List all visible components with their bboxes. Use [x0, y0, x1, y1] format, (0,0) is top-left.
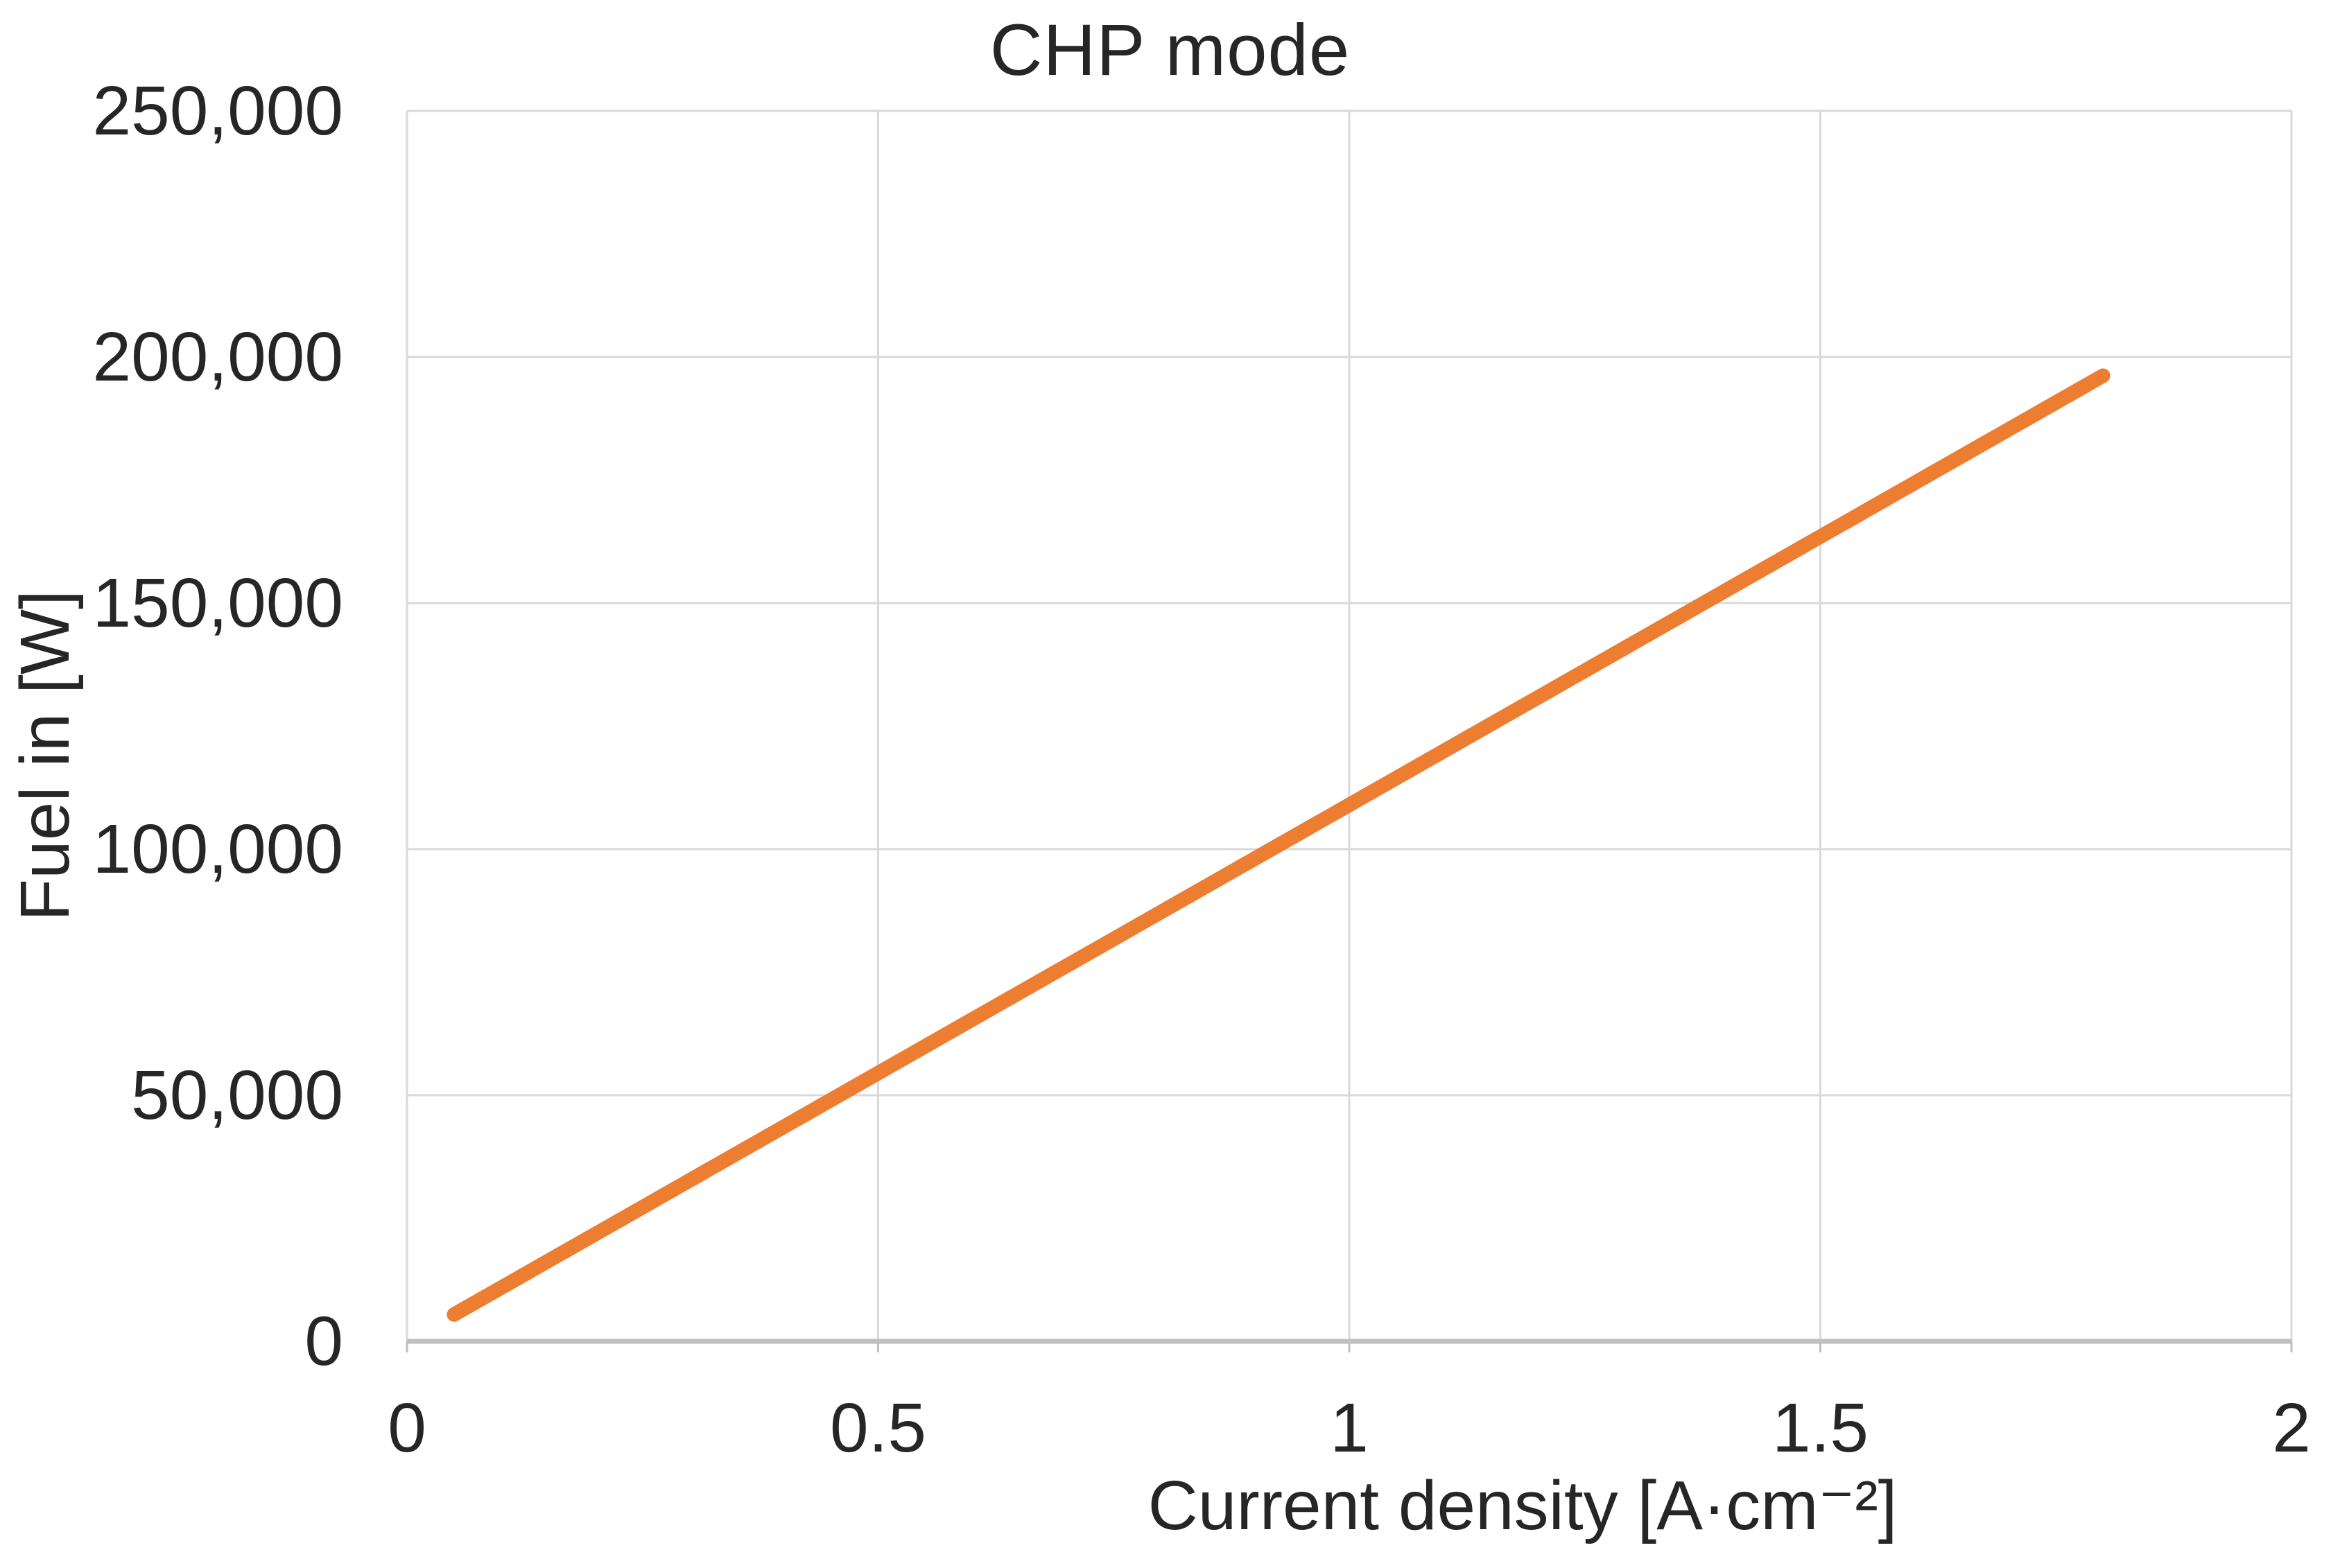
y-tick-label: 100,000 — [92, 810, 343, 888]
x-tick-label: 2 — [2272, 1389, 2311, 1467]
y-tick-label: 200,000 — [92, 318, 343, 396]
x-axis-title: Current density [A·cm⁻²] — [1147, 1467, 1898, 1544]
series-line — [447, 368, 2111, 1322]
y-tick-label: 0 — [304, 1303, 343, 1380]
y-tick-label: 50,000 — [131, 1056, 343, 1134]
x-tick-label: 1 — [1330, 1389, 1369, 1467]
x-tick-label: 0 — [388, 1389, 426, 1467]
y-tick-label: 150,000 — [92, 564, 343, 642]
x-tick-label: 1.5 — [1771, 1389, 1869, 1467]
chart-title: CHP mode — [989, 10, 1351, 91]
y-tick-label: 250,000 — [92, 72, 343, 150]
x-tick-label: 0.5 — [829, 1389, 926, 1467]
